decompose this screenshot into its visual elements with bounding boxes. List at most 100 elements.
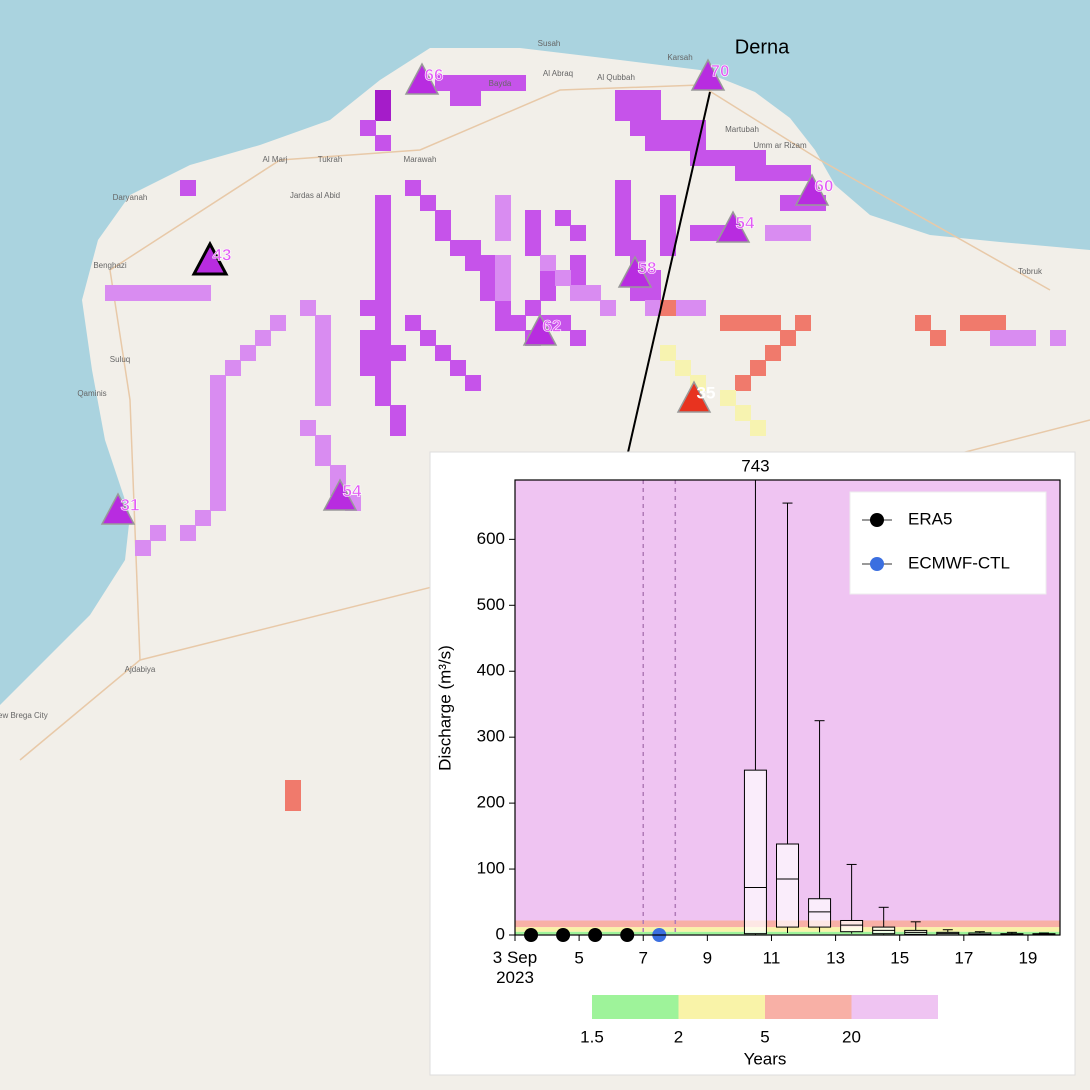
cell [765, 165, 781, 181]
y-tick-label: 600 [477, 529, 505, 548]
cell [240, 345, 256, 361]
cell [765, 345, 781, 361]
station-label: 70 [711, 61, 730, 80]
cell [735, 150, 751, 166]
place-label: Bayda [489, 79, 512, 88]
sea [0, 0, 1090, 705]
x-tick-label: 13 [826, 948, 845, 967]
colorbar-segment [592, 995, 679, 1019]
cell [630, 120, 646, 136]
cell [390, 420, 406, 436]
colorbar-tick-label: 20 [842, 1027, 861, 1046]
cell [225, 360, 241, 376]
cell [480, 285, 496, 301]
cell [690, 300, 706, 316]
cell [645, 285, 661, 301]
cell [195, 285, 211, 301]
cell [435, 345, 451, 361]
cell [315, 450, 331, 466]
cell [495, 225, 511, 241]
cell [270, 315, 286, 331]
x-tick-label: 17 [954, 948, 973, 967]
cell [360, 360, 376, 376]
cell [375, 390, 391, 406]
station-marker [794, 173, 830, 206]
cell [975, 315, 991, 331]
cell [375, 210, 391, 226]
cell [795, 225, 811, 241]
box [808, 898, 832, 928]
cell [375, 285, 391, 301]
cell [600, 300, 616, 316]
x-tick-label: 19 [1018, 948, 1037, 967]
cell [375, 90, 391, 106]
cell [720, 315, 736, 331]
colorbar-label: Years [744, 1049, 787, 1068]
cell [480, 75, 496, 91]
cell [570, 330, 586, 346]
station-label: 31 [121, 495, 140, 514]
cell [675, 135, 691, 151]
place-label: Ajdabiya [125, 665, 156, 674]
cell [495, 300, 511, 316]
station-marker [522, 313, 558, 346]
cell [375, 240, 391, 256]
legend-label: ECMWF-CTL [908, 553, 1010, 572]
cell [165, 285, 181, 301]
place-label: Benghazi [93, 261, 127, 270]
station-label: 60 [815, 176, 834, 195]
cell [660, 210, 676, 226]
station-marker [100, 492, 136, 525]
cell [375, 105, 391, 121]
cell [210, 465, 226, 481]
cell [435, 75, 451, 91]
cell [780, 165, 796, 181]
cell [630, 285, 646, 301]
cell [750, 165, 766, 181]
cell [615, 105, 631, 121]
cell [615, 210, 631, 226]
cell [675, 120, 691, 136]
legend-marker [870, 513, 884, 527]
cell [660, 195, 676, 211]
place-label: Karsah [667, 53, 692, 62]
cell [915, 315, 931, 331]
cell [210, 390, 226, 406]
cell [495, 75, 511, 91]
station-marker [617, 255, 653, 288]
cell [570, 255, 586, 271]
cell [150, 285, 166, 301]
x-tick-label: 7 [639, 948, 648, 967]
station-marker [322, 478, 358, 511]
cell [660, 345, 676, 361]
station-label: 58 [638, 258, 657, 277]
cell [105, 285, 121, 301]
cell [315, 315, 331, 331]
legend [849, 491, 1047, 595]
box [776, 843, 799, 928]
cell [120, 285, 136, 301]
x-tick-label: 3 Sep 2023 [492, 948, 538, 987]
cell [420, 195, 436, 211]
cell [450, 90, 466, 106]
y-tick-label: 200 [477, 793, 505, 812]
place-label: Umm ar Rizam [753, 141, 807, 150]
colorbar-segment [678, 995, 765, 1019]
cell [360, 330, 376, 346]
cell [645, 135, 661, 151]
cell [495, 285, 511, 301]
cell [435, 225, 451, 241]
cell [615, 225, 631, 241]
cell [135, 540, 151, 556]
station-label: 54 [343, 481, 362, 500]
cell [990, 315, 1006, 331]
cell [570, 285, 586, 301]
place-label: Jardas al Abid [290, 191, 340, 200]
cell [1050, 330, 1066, 346]
cell [555, 270, 571, 286]
colorbar-tick-label: 1.5 [580, 1027, 604, 1046]
cell [465, 75, 481, 91]
y-tick-label: 500 [477, 595, 505, 614]
